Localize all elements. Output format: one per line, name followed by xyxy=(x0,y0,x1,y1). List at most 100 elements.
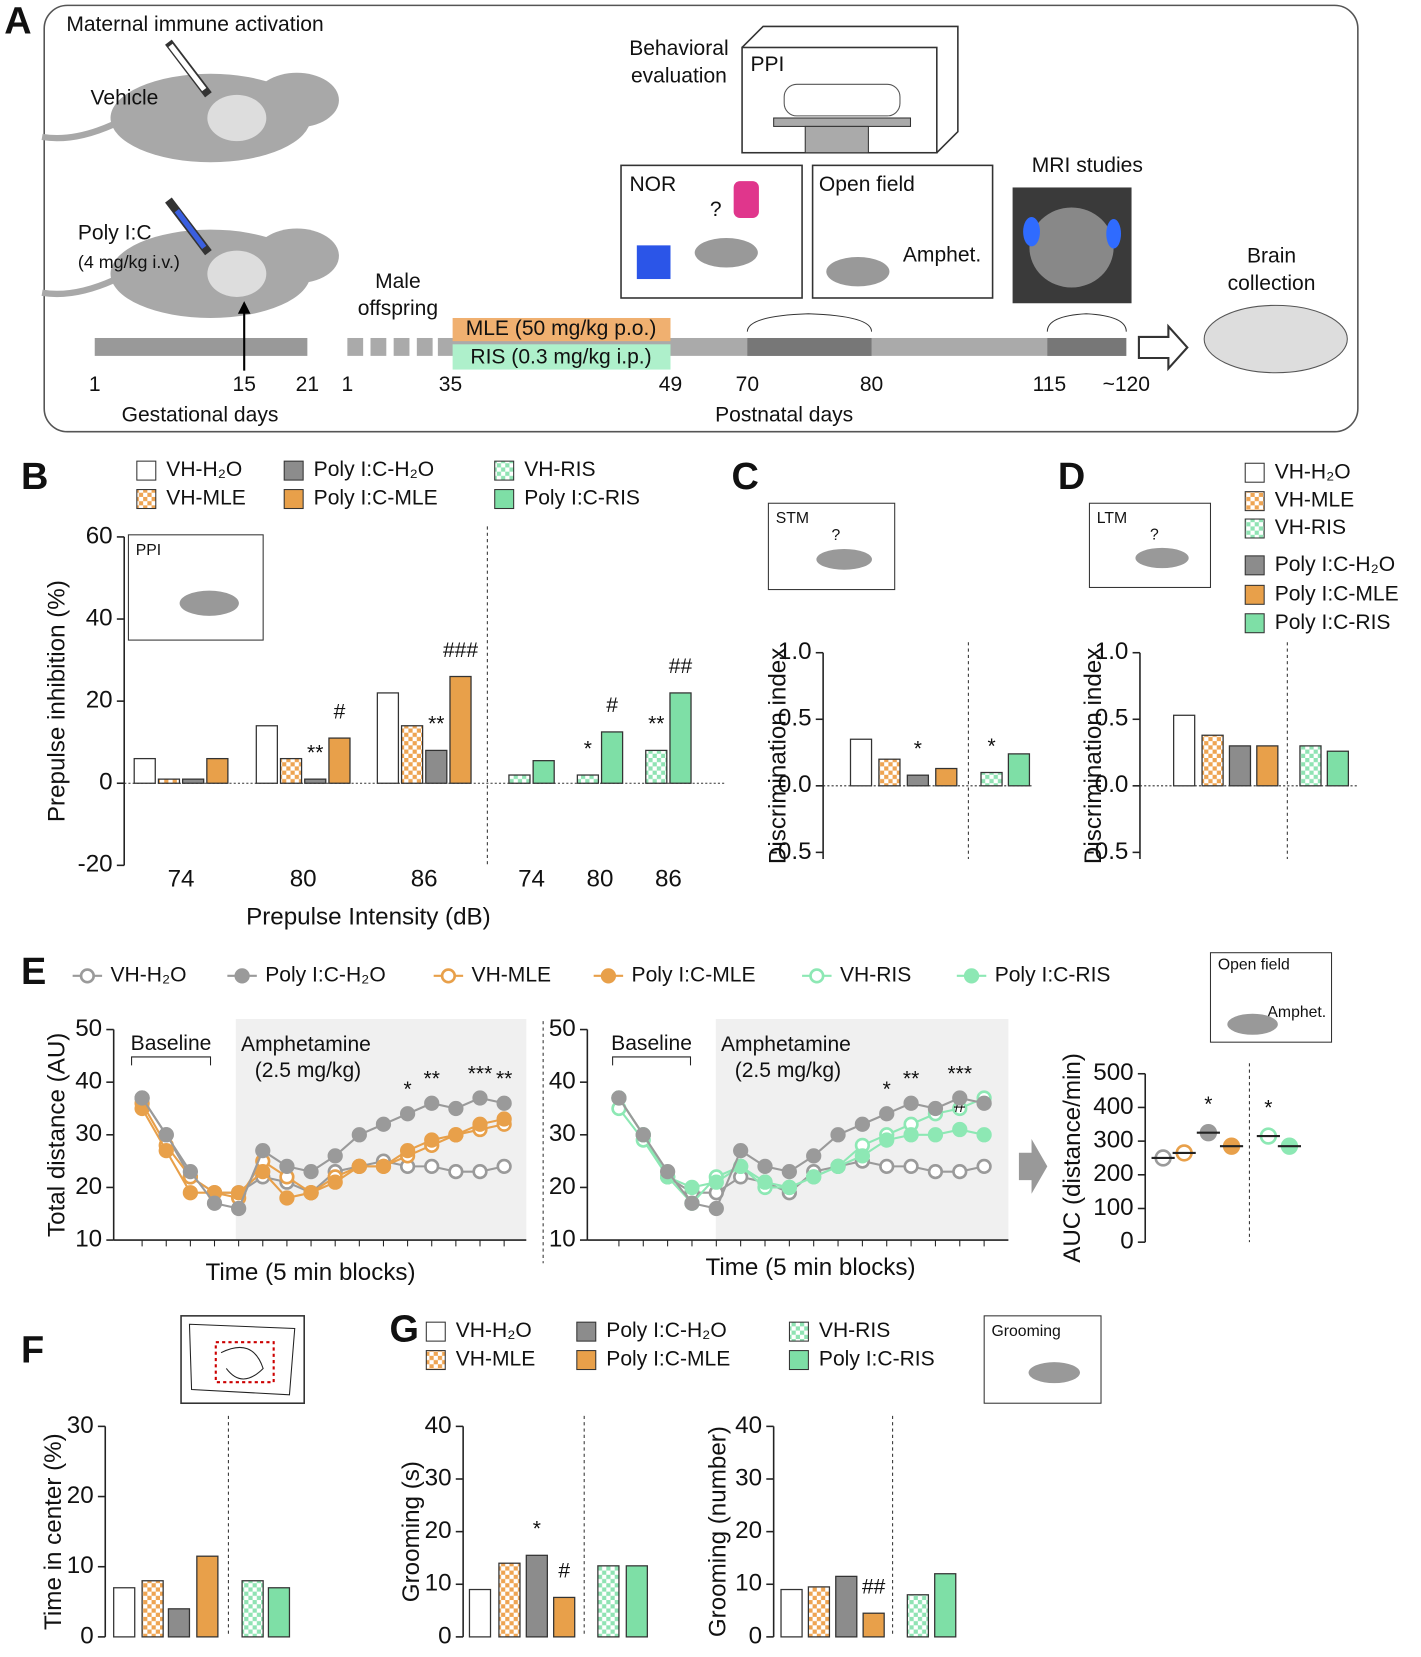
bar xyxy=(113,1587,136,1638)
significance: * xyxy=(584,737,592,760)
panel-letter: F xyxy=(21,1330,44,1372)
point xyxy=(303,1185,319,1201)
label: Male xyxy=(375,270,421,293)
bar xyxy=(532,760,555,784)
y-tick-label: 20 xyxy=(67,1482,94,1509)
point xyxy=(375,1158,392,1175)
y-tick-label: 10 xyxy=(549,1225,576,1252)
x-axis-label: Time (5 min blocks) xyxy=(205,1259,415,1286)
tick-label: 35 xyxy=(439,373,462,396)
y-tick-label: 40 xyxy=(735,1412,762,1439)
mouse-icon xyxy=(179,590,239,616)
point xyxy=(399,1106,416,1122)
inset-box xyxy=(127,534,264,641)
y-tick-label: 10 xyxy=(425,1570,452,1597)
significance: * xyxy=(1264,1096,1272,1119)
y-tick-label: 40 xyxy=(549,1068,576,1095)
label: MRI studies xyxy=(1032,154,1143,177)
label: collection xyxy=(1228,272,1316,295)
panel-frame xyxy=(43,4,1359,433)
legend-label: VH-RIS xyxy=(840,963,911,986)
legend-label: VH-RIS xyxy=(524,458,595,481)
y-tick-label: 300 xyxy=(1093,1127,1133,1154)
point xyxy=(635,1127,651,1143)
legend-label: VH-MLE xyxy=(456,1348,536,1371)
point xyxy=(496,1158,512,1175)
y-axis-label: Total distance (AU) xyxy=(43,1033,70,1237)
point xyxy=(781,1164,797,1180)
mouse-icon xyxy=(816,548,872,570)
bar xyxy=(1201,734,1224,787)
series-line xyxy=(141,1102,505,1200)
y-tick-label: 200 xyxy=(1093,1160,1133,1187)
legend-label: Poly I:C-RIS xyxy=(524,487,640,510)
y-tick-label: 10 xyxy=(735,1570,762,1597)
point xyxy=(327,1148,343,1164)
point xyxy=(158,1142,174,1159)
y-tick-label: 30 xyxy=(735,1464,762,1491)
legend-swatch xyxy=(576,1350,597,1371)
y-tick-label: 0 xyxy=(1120,1228,1133,1255)
bar xyxy=(376,692,400,784)
label: Behavioral xyxy=(629,37,728,60)
y-tick-label: 30 xyxy=(549,1120,576,1147)
mouse-icon xyxy=(826,256,890,287)
point xyxy=(472,1090,488,1106)
rat-polyic xyxy=(41,228,339,318)
y-tick-label: 0.5 xyxy=(778,705,812,732)
bar xyxy=(980,771,1003,787)
mri-image xyxy=(1029,207,1114,288)
y-tick-label: 1.0 xyxy=(1095,638,1129,665)
significance: ** xyxy=(424,1068,440,1091)
platform xyxy=(773,117,912,127)
bar xyxy=(525,1554,548,1638)
bar xyxy=(141,1580,164,1638)
bar xyxy=(1326,750,1350,787)
mouse-icon xyxy=(1227,1013,1278,1035)
point xyxy=(879,1106,895,1122)
significance: ** xyxy=(307,741,323,764)
legend-swatch xyxy=(494,489,515,510)
y-tick-label: 40 xyxy=(86,604,113,631)
maze-icon xyxy=(188,1323,296,1396)
legend-swatch xyxy=(1244,518,1265,539)
tick-label: 1 xyxy=(89,373,101,396)
significance: ## xyxy=(862,1576,886,1599)
point xyxy=(757,1158,773,1175)
legend-swatch xyxy=(425,1350,446,1371)
x-tick-label: 80 xyxy=(290,865,317,892)
significance: * xyxy=(883,1078,891,1101)
bar xyxy=(934,1573,957,1638)
significance: * xyxy=(403,1078,411,1101)
y-tick-label: 30 xyxy=(67,1412,94,1439)
significance: # xyxy=(558,1560,570,1583)
y-tick-label: 500 xyxy=(1093,1059,1133,1086)
legend-swatch xyxy=(788,1321,809,1342)
bar xyxy=(906,774,930,787)
legend-label: VH-RIS xyxy=(1275,516,1346,539)
tick-label: 80 xyxy=(860,373,883,396)
point xyxy=(231,1200,247,1217)
rat-vehicle xyxy=(41,72,339,163)
significance: * xyxy=(914,737,922,760)
tube xyxy=(783,83,901,117)
x-tick-label: 80 xyxy=(587,865,614,892)
series-line xyxy=(141,1107,505,1200)
point xyxy=(854,1116,871,1132)
x-tick-label: 74 xyxy=(168,865,195,892)
bar xyxy=(206,757,229,784)
y-tick-label: 60 xyxy=(86,522,113,549)
inset-label: LTM xyxy=(1097,510,1127,527)
point xyxy=(448,1164,464,1180)
label: MLE (50 mg/kg p.o.) xyxy=(466,317,657,340)
legend-swatch xyxy=(136,489,157,510)
point xyxy=(496,1095,512,1111)
bar xyxy=(553,1596,576,1638)
point xyxy=(351,1158,367,1175)
bar xyxy=(1173,714,1196,787)
bar xyxy=(241,1580,264,1638)
bar xyxy=(1007,753,1031,787)
timeline-dashed xyxy=(347,337,451,356)
label: ? xyxy=(710,198,722,221)
treatment-label: Amphetamine xyxy=(241,1033,371,1056)
